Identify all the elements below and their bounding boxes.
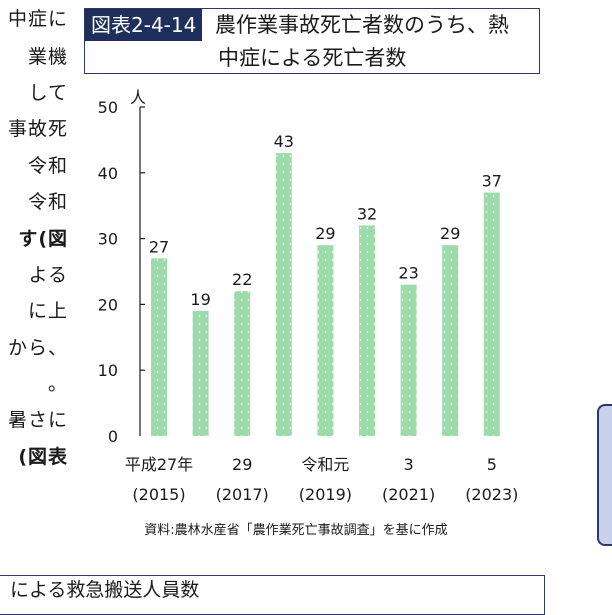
bar xyxy=(317,245,334,436)
body-text-line: す(図 xyxy=(18,228,68,250)
x-tick-sublabel: (2015) xyxy=(132,485,185,504)
bar-value-label: 22 xyxy=(232,270,252,289)
bar-chart: 人 0 10 20 30 40 50 27 19 22 43 29 32 23 29 37 平成27年 (201… xyxy=(98,88,519,504)
bar-value-label: 37 xyxy=(482,172,502,191)
bar xyxy=(192,310,209,436)
body-text-line: 暑さに xyxy=(7,409,68,431)
bar-value-label: 32 xyxy=(357,204,377,223)
side-tab[interactable] xyxy=(597,404,612,546)
x-tick-label: 令和元 xyxy=(301,455,349,474)
source-note: 資料:農林水産省「農作業死亡事故調査」を基に作成 xyxy=(144,523,448,538)
y-tick-label: 40 xyxy=(98,164,118,183)
next-figure-box: による救急搬送人員数 xyxy=(0,575,545,615)
body-text-line: 。 xyxy=(47,373,68,395)
bar-value-label: 29 xyxy=(440,224,460,243)
bar xyxy=(400,284,417,436)
bar-value-label: 19 xyxy=(190,290,210,309)
next-figure-title: による救急搬送人員数 xyxy=(10,579,200,601)
body-text-line: 令和 xyxy=(27,155,68,177)
bar xyxy=(234,291,251,436)
y-tick-label: 20 xyxy=(98,295,118,314)
x-tick-sublabel: (2019) xyxy=(299,485,352,504)
x-tick-sublabel: (2023) xyxy=(465,485,518,504)
figure-number: 図表2-4-14 xyxy=(85,9,203,41)
bar-value-label: 23 xyxy=(398,264,418,283)
x-tick-sublabel: (2017) xyxy=(216,485,269,504)
body-text-line: (図表 xyxy=(18,446,68,468)
y-tick-label: 10 xyxy=(98,361,118,380)
bar xyxy=(151,258,167,436)
y-tick-label: 0 xyxy=(108,427,118,446)
figure-title-line1: 農作業事故死亡者数のうち、熱 xyxy=(215,13,509,37)
x-tick-label: 5 xyxy=(487,455,497,474)
body-text-line: よる xyxy=(28,264,68,286)
body-text-column: 中症に 業機 して 事故死 令和 令和 す(図 よる に上 から、。暑さに (図表 xyxy=(0,0,80,470)
body-text-line: 業機 xyxy=(27,46,68,68)
body-text-line: に上 xyxy=(27,300,68,322)
bar xyxy=(442,245,459,436)
y-tick-label: 50 xyxy=(98,98,118,117)
x-tick-sublabel: (2021) xyxy=(382,485,435,504)
body-text-line: 事故死 xyxy=(7,118,68,140)
bar xyxy=(275,153,292,436)
x-tick-label: 29 xyxy=(232,455,252,474)
x-tick-label: 3 xyxy=(404,455,414,474)
bar-value-label: 27 xyxy=(149,237,169,256)
body-text-line: 中症に xyxy=(7,8,68,30)
y-axis-unit-label: 人 xyxy=(130,88,146,107)
bar-value-label: 43 xyxy=(274,132,294,151)
body-text-line: 令和 xyxy=(27,191,68,213)
figure-title-box: 図表2-4-14 農作業事故死亡者数のうち、熱 中症による死亡者数 xyxy=(84,8,540,74)
bar-value-label: 29 xyxy=(315,224,335,243)
body-text-line: から、 xyxy=(7,337,68,359)
y-tick-label: 30 xyxy=(98,230,118,249)
figure-title-line2: 中症による死亡者数 xyxy=(218,46,407,70)
bar xyxy=(359,225,375,436)
body-text-line: して xyxy=(28,82,68,104)
x-tick-label: 平成27年 xyxy=(125,455,193,474)
bar xyxy=(483,192,500,436)
